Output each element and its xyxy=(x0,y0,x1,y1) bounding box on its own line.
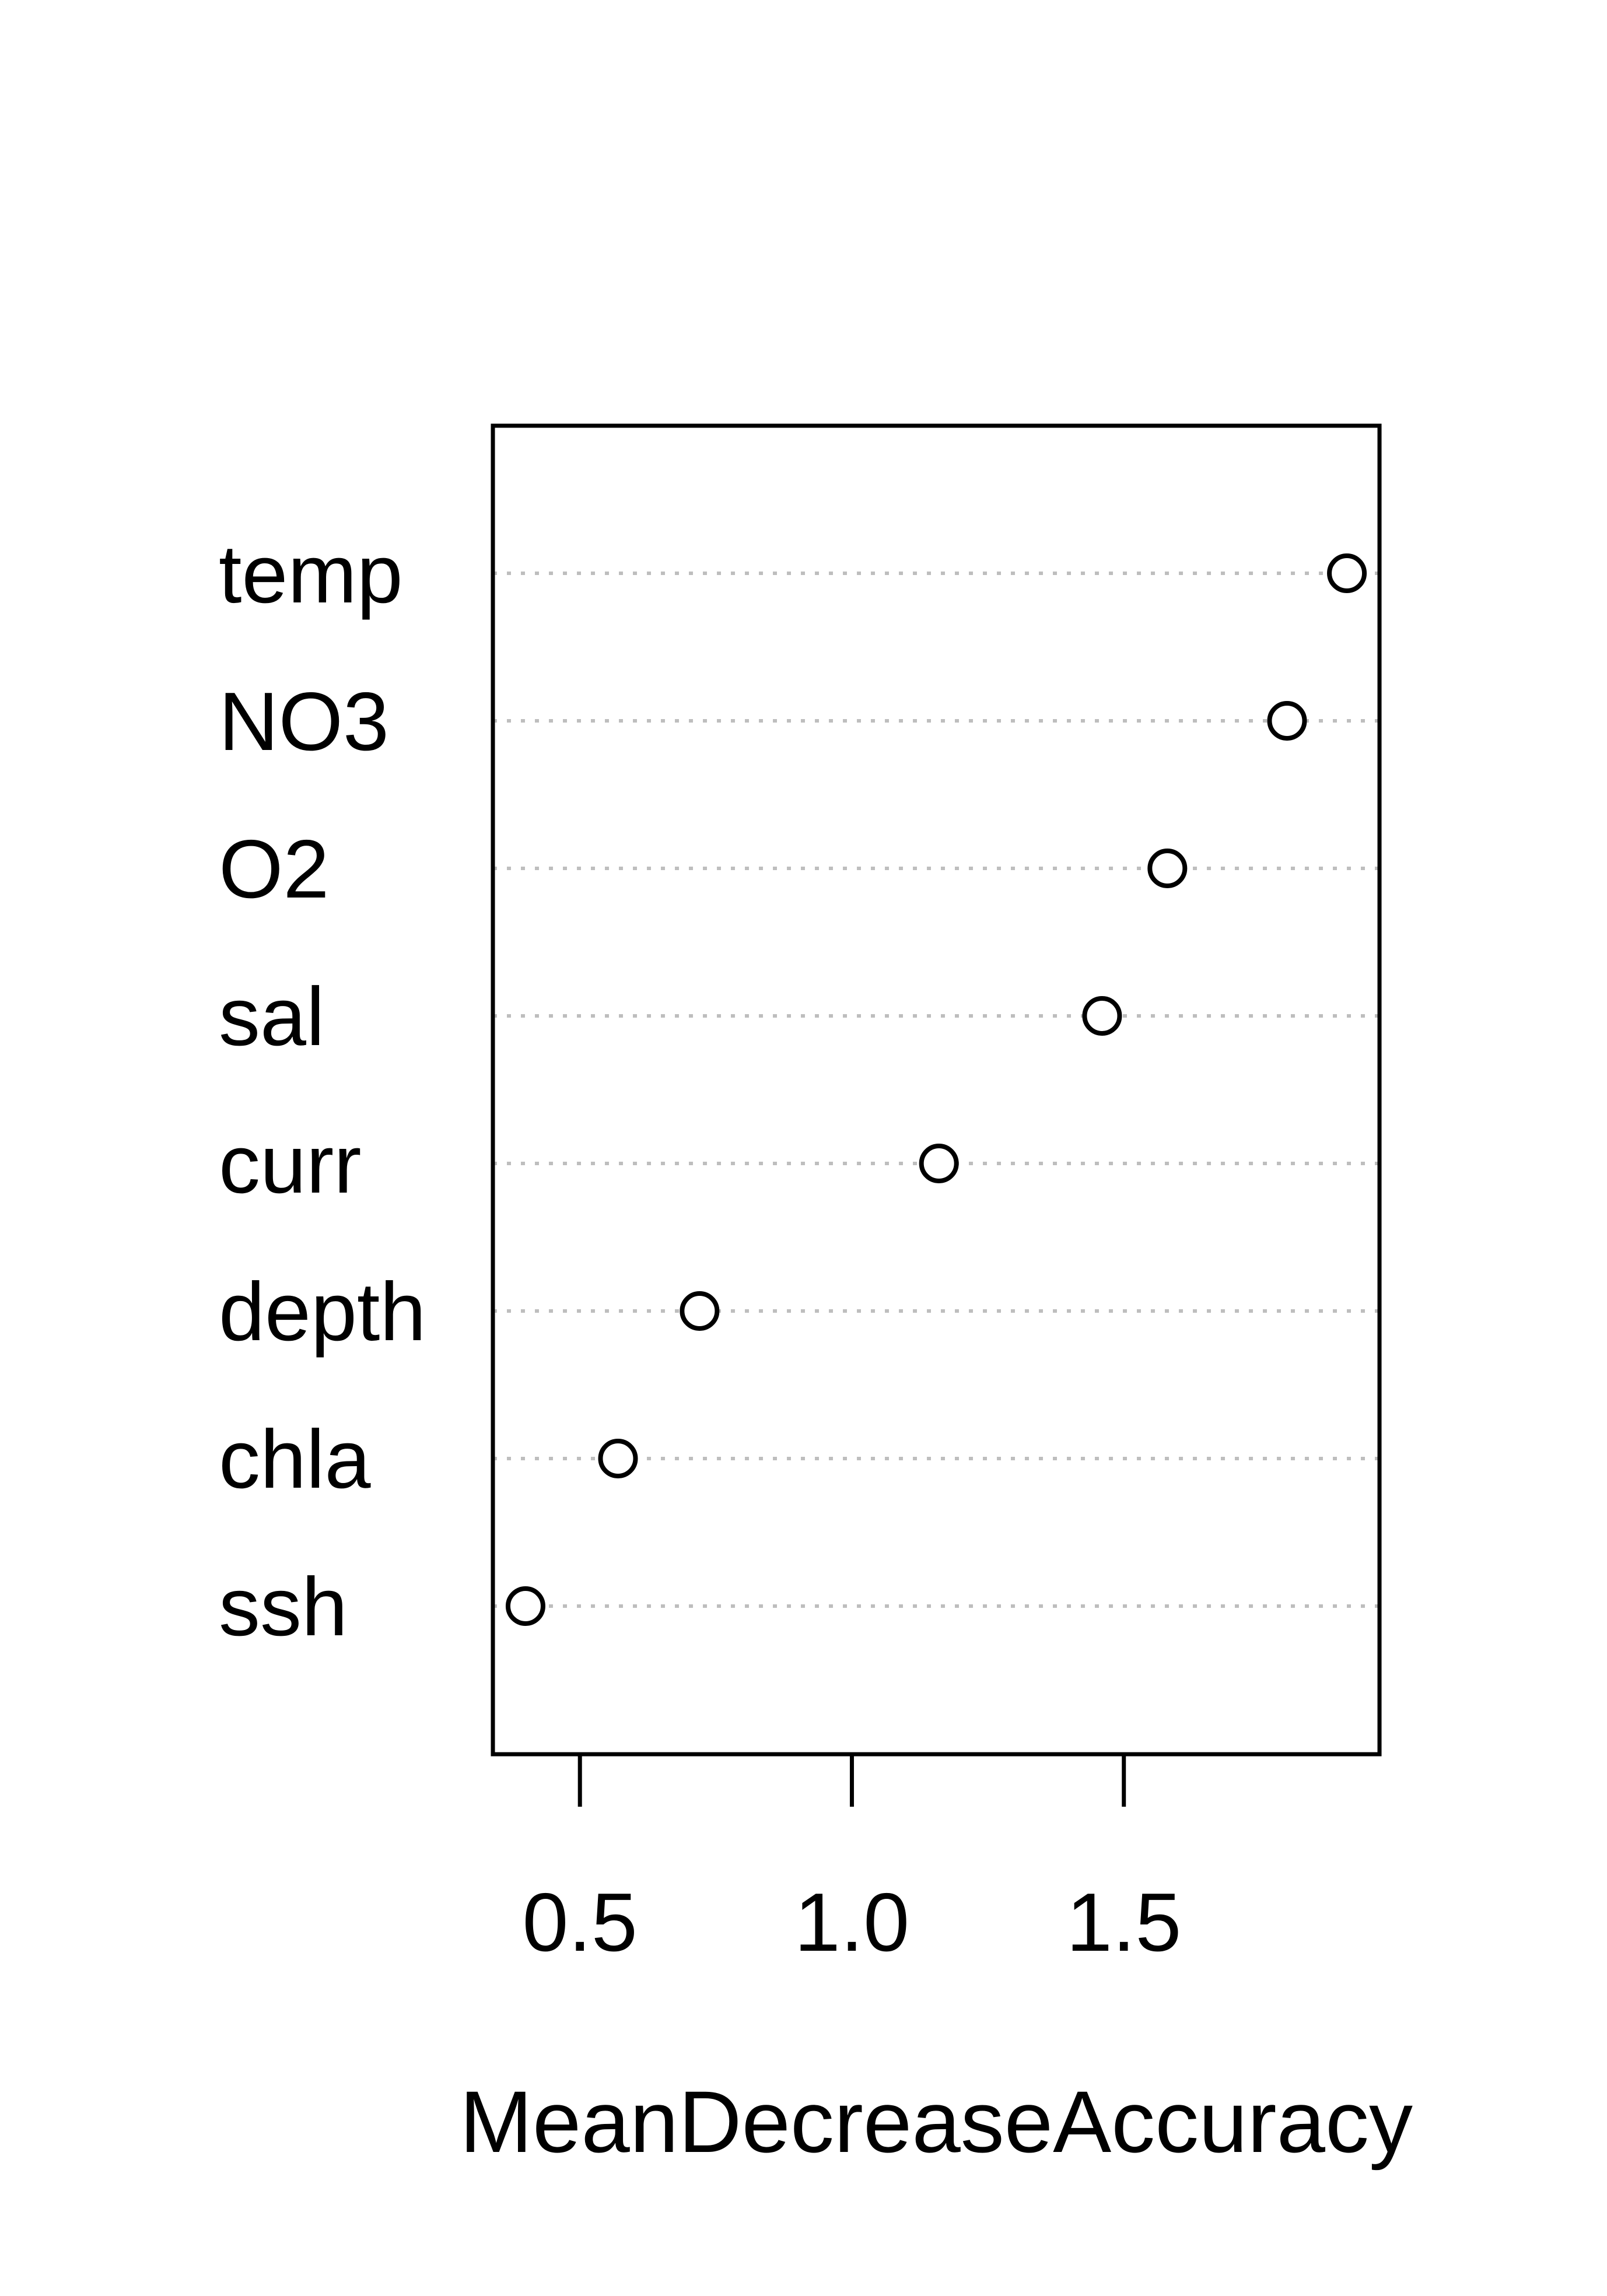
category-label-O2: O2 xyxy=(219,823,329,916)
category-label-ssh: ssh xyxy=(219,1561,348,1653)
category-label-chla: chla xyxy=(219,1413,371,1506)
point-sal xyxy=(1082,996,1122,1036)
data-points xyxy=(505,553,1367,1626)
point-ssh xyxy=(505,1586,545,1626)
category-labels: temp NO3 O2 sal curr depth chla ssh xyxy=(219,528,426,1653)
point-O2 xyxy=(1147,849,1188,888)
category-label-curr: curr xyxy=(219,1118,362,1211)
category-label-NO3: NO3 xyxy=(219,675,389,768)
point-depth xyxy=(680,1291,720,1331)
category-label-temp: temp xyxy=(219,528,403,621)
x-tick-label-0: 0.5 xyxy=(522,1876,637,1969)
x-tick-label-2: 1.5 xyxy=(1066,1876,1181,1969)
plot-frame xyxy=(491,423,1382,1757)
point-curr xyxy=(919,1144,959,1183)
category-label-depth: depth xyxy=(219,1266,426,1358)
x-tick-label-1: 1.0 xyxy=(794,1876,909,1969)
category-label-sal: sal xyxy=(219,970,325,1063)
x-axis-ticks: 0.5 1.0 1.5 xyxy=(522,1754,1181,1969)
x-axis-label: MeanDecreaseAccuracy xyxy=(460,2073,1413,2171)
point-chla xyxy=(598,1439,638,1478)
point-NO3 xyxy=(1267,701,1307,741)
point-temp xyxy=(1327,553,1367,593)
